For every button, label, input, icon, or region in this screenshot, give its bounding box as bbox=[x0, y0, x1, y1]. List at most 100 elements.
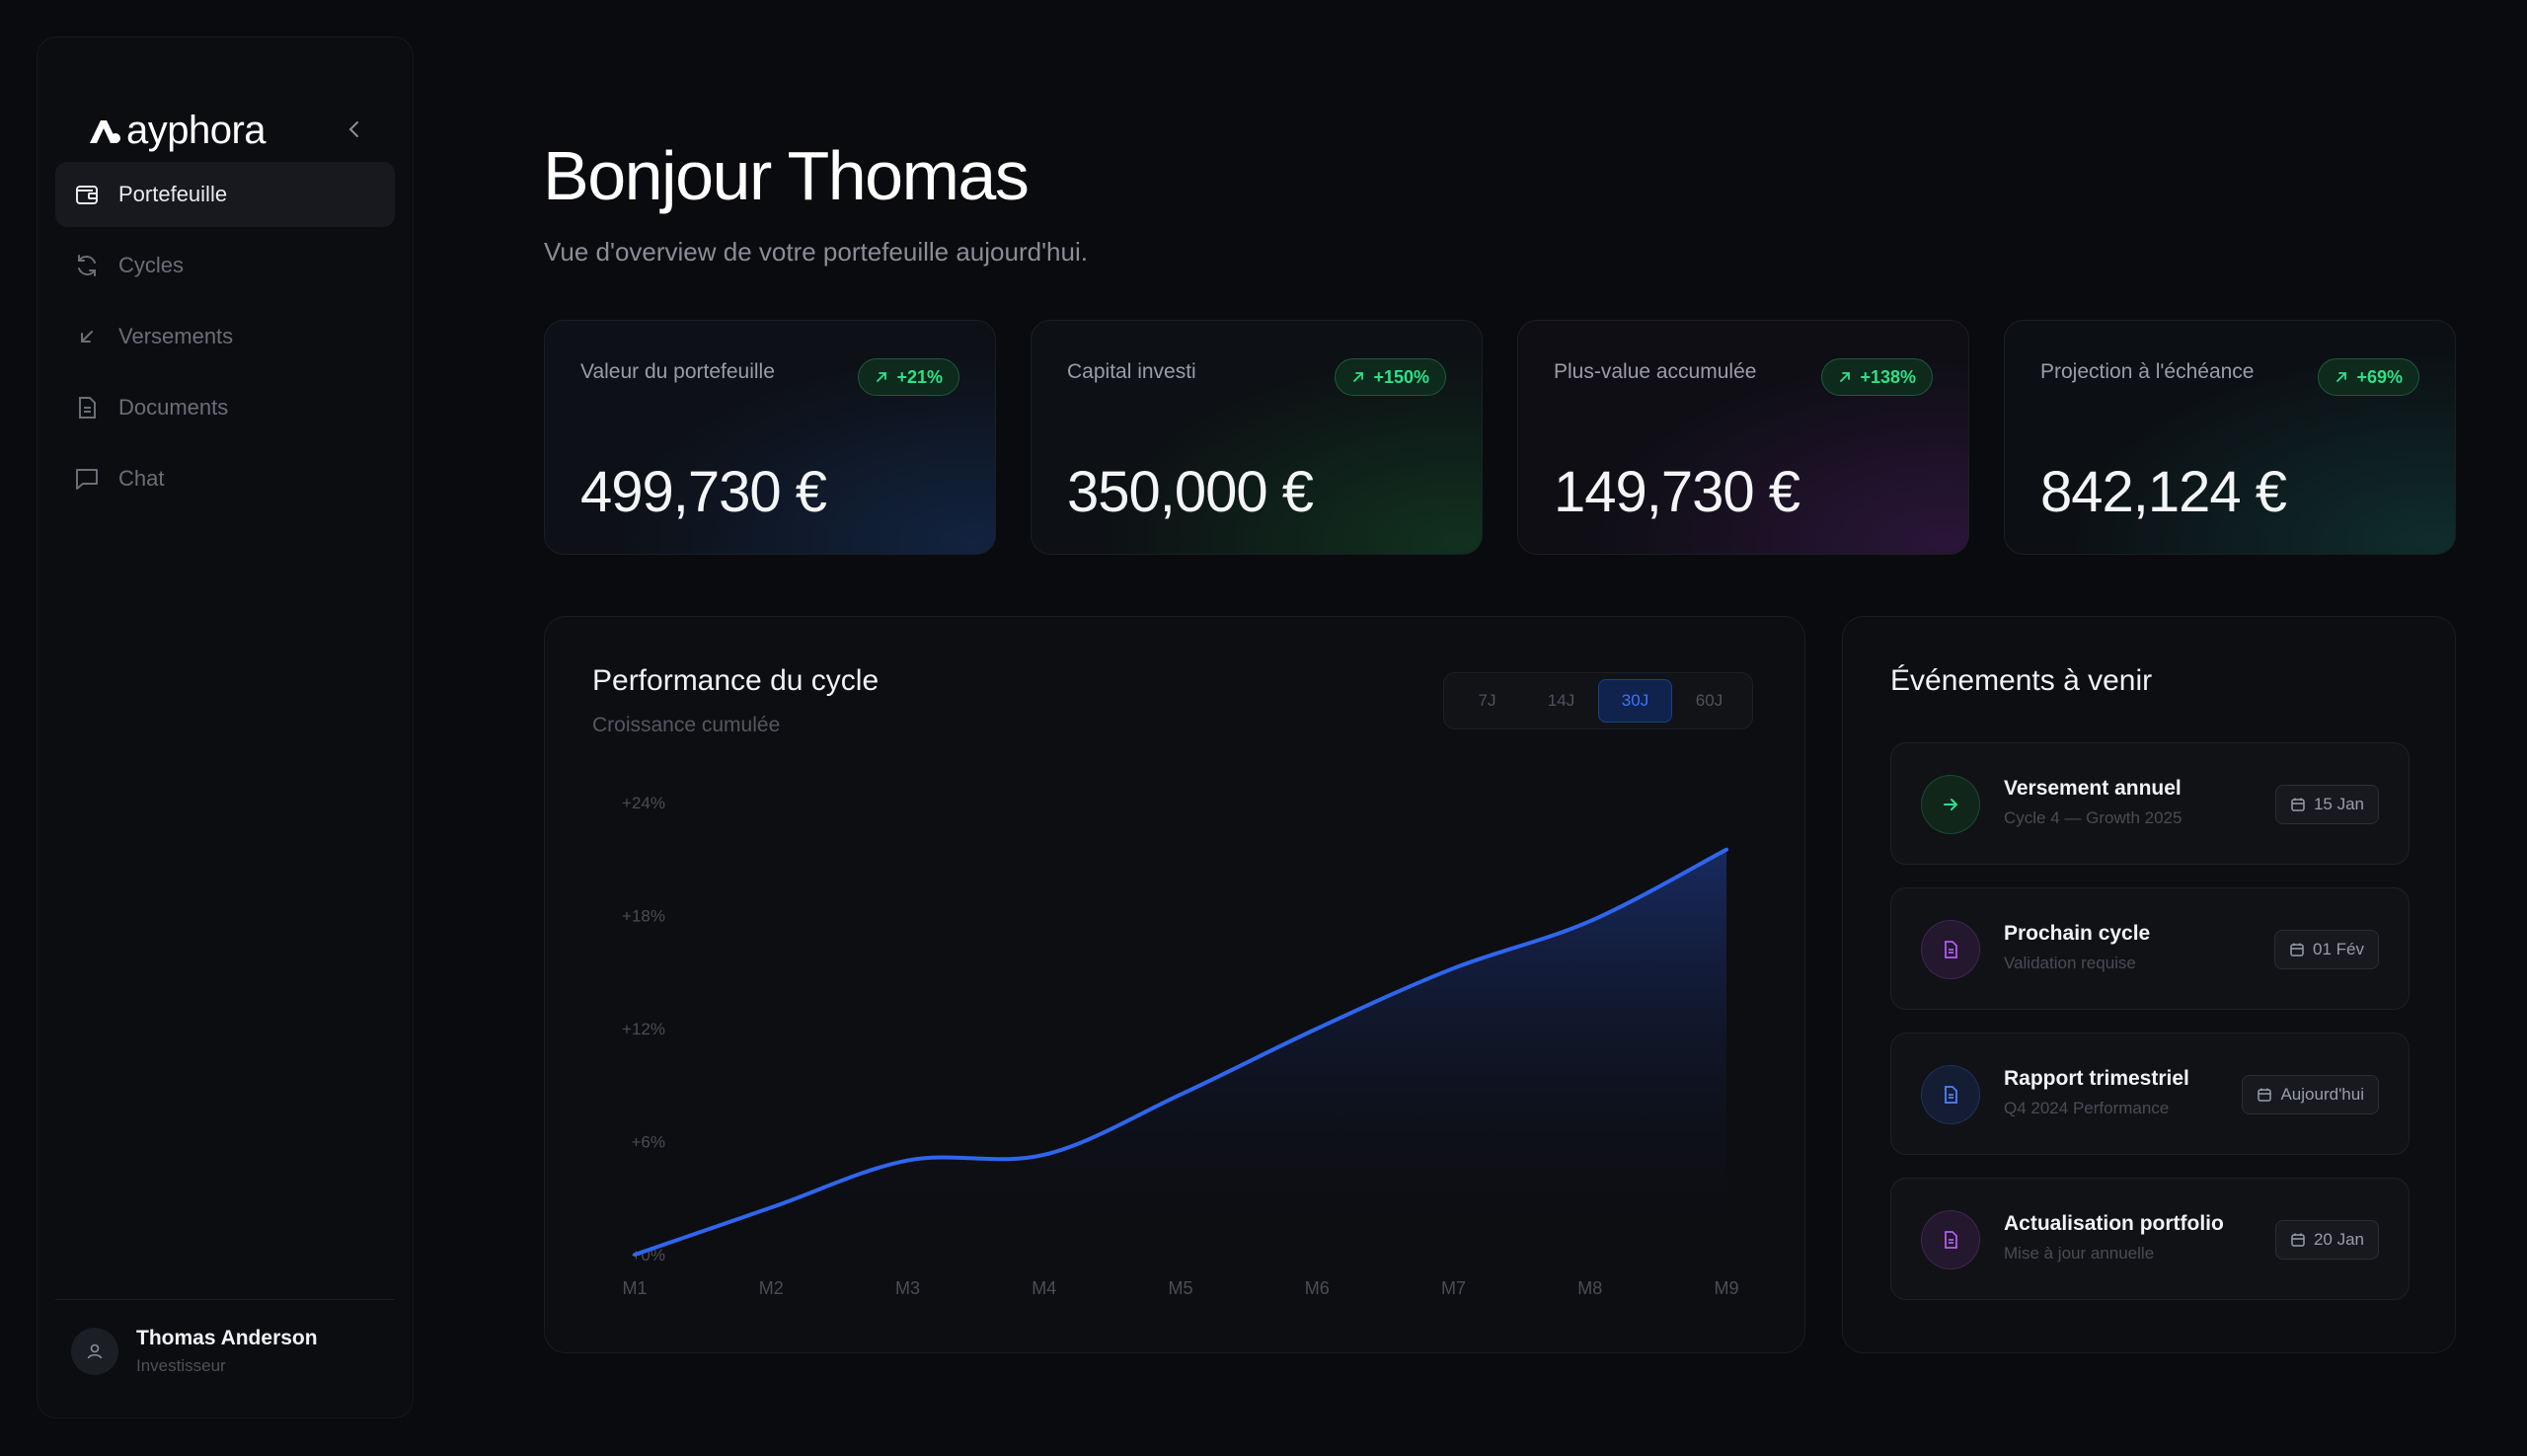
y-tick-label: +18% bbox=[622, 907, 665, 926]
wallet-icon bbox=[76, 186, 98, 204]
sidebar-item-label: Chat bbox=[118, 466, 165, 491]
event-date-badge: 01 Fév bbox=[2274, 930, 2379, 969]
x-tick-label: M5 bbox=[1168, 1278, 1192, 1298]
avatar bbox=[71, 1328, 118, 1375]
sidebar-item-versements[interactable]: Versements bbox=[55, 304, 395, 369]
arrow-up-right-icon bbox=[1840, 372, 1851, 382]
x-tick-label: M6 bbox=[1305, 1278, 1330, 1298]
stat-card-capital-gain: Plus-value accumulée +138% 149,730 € bbox=[1517, 320, 1969, 555]
chart-area bbox=[635, 849, 1726, 1255]
x-tick-label: M2 bbox=[759, 1278, 784, 1298]
calendar-icon bbox=[2291, 798, 2305, 811]
x-tick-label: M9 bbox=[1714, 1278, 1738, 1298]
performance-panel: +0% +6% +12% +18% +24% M1 M2 M3 M4 M5 M6 M7 M8 M9 Per… bbox=[544, 616, 1805, 1353]
document-icon bbox=[1921, 920, 1980, 979]
change-badge: +138% bbox=[1821, 358, 1933, 396]
document-icon bbox=[1921, 1065, 1980, 1124]
range-7j-button[interactable]: 7J bbox=[1478, 691, 1496, 710]
arrow-up-right-icon bbox=[1353, 372, 1364, 382]
stat-value: 499,730 € bbox=[580, 460, 827, 524]
event-item[interactable]: Rapport trimestriel Q4 2024 Performance … bbox=[1890, 1033, 2410, 1155]
event-item[interactable]: Versement annuel Cycle 4 — Growth 2025 1… bbox=[1890, 742, 2410, 865]
event-item[interactable]: Prochain cycle Validation requise 01 Fév bbox=[1890, 887, 2410, 1010]
y-tick-label: +6% bbox=[632, 1133, 666, 1152]
event-subtitle: Validation requise bbox=[2004, 954, 2136, 972]
page-subtitle: Vue d'overview de votre portefeuille auj… bbox=[544, 237, 1088, 267]
event-item[interactable]: Actualisation portfolio Mise à jour annu… bbox=[1890, 1178, 2410, 1300]
sidebar-item-portefeuille[interactable]: Portefeuille bbox=[55, 162, 395, 227]
change-badge: +150% bbox=[1335, 358, 1446, 396]
arrow-down-left-icon bbox=[81, 331, 93, 343]
user-name: Thomas Anderson bbox=[136, 1327, 318, 1349]
user-profile[interactable]: Thomas Anderson Investisseur bbox=[71, 1327, 318, 1376]
event-date: 20 Jan bbox=[2313, 1230, 2364, 1249]
sidebar-item-documents[interactable]: Documents bbox=[55, 375, 395, 440]
range-14j-button[interactable]: 14J bbox=[1547, 691, 1575, 710]
brand-logo[interactable]: ayphora bbox=[87, 109, 267, 153]
stat-value: 350,000 € bbox=[1067, 460, 1314, 524]
event-title: Prochain cycle bbox=[2004, 922, 2151, 945]
event-title: Actualisation portfolio bbox=[2004, 1212, 2224, 1235]
stat-value: 842,124 € bbox=[2040, 460, 2287, 524]
sidebar-item-label: Documents bbox=[118, 395, 229, 420]
y-tick-label: +24% bbox=[622, 794, 665, 812]
collapse-sidebar-button[interactable] bbox=[342, 116, 367, 142]
arrow-right-icon bbox=[1921, 775, 1980, 834]
stat-card-portfolio-value: Valeur du portefeuille +21% 499,730 € bbox=[544, 320, 996, 555]
change-badge: +69% bbox=[2318, 358, 2419, 396]
event-subtitle: Mise à jour annuelle bbox=[2004, 1244, 2155, 1263]
document-icon bbox=[79, 397, 96, 419]
document-icon bbox=[1921, 1210, 1980, 1269]
range-60j-button[interactable]: 60J bbox=[1695, 691, 1723, 710]
chart-line bbox=[633, 847, 1728, 1257]
calendar-icon bbox=[2290, 943, 2304, 957]
event-date-badge: 20 Jan bbox=[2274, 1220, 2379, 1260]
change-value: +138% bbox=[1860, 366, 1916, 387]
stat-label: Capital investi bbox=[1067, 360, 1196, 383]
event-title: Rapport trimestriel bbox=[2004, 1067, 2189, 1090]
performance-chart: +0%+6%+12%+18%+24%M1 M2 M3 M4 M5 M6 M7 M8 M9 bbox=[622, 794, 1738, 1298]
x-tick-label: M1 bbox=[622, 1278, 647, 1298]
brand-name: ayphora bbox=[126, 109, 267, 152]
stat-label: Valeur du portefeuille bbox=[580, 360, 775, 383]
sidebar-item-label: Cycles bbox=[118, 253, 185, 277]
sidebar-item-cycles[interactable]: Cycles bbox=[55, 233, 395, 298]
chat-icon bbox=[76, 469, 98, 490]
change-value: +150% bbox=[1373, 366, 1429, 387]
chevron-left-icon bbox=[348, 121, 358, 137]
user-role: Investisseur bbox=[136, 1356, 226, 1375]
sidebar: ayphora Portefeuille Cycles Versements D… bbox=[37, 37, 414, 1418]
page-title: Bonjour Thomas bbox=[543, 137, 1030, 214]
range-selector: 7J 14J 30J 60J bbox=[1443, 672, 1753, 729]
sidebar-divider bbox=[55, 1299, 395, 1300]
arrow-up-right-icon bbox=[877, 372, 887, 382]
calendar-icon bbox=[2291, 1233, 2305, 1247]
change-value: +21% bbox=[896, 366, 943, 387]
stat-value: 149,730 € bbox=[1554, 460, 1800, 524]
event-date: Aujourd'hui bbox=[2280, 1085, 2364, 1104]
performance-title: Performance du cycle bbox=[592, 664, 880, 697]
stat-label: Projection à l'échéance bbox=[2040, 360, 2255, 383]
arrow-up-right-icon bbox=[2336, 372, 2347, 382]
sidebar-item-label: Versements bbox=[118, 324, 234, 348]
sidebar-item-label: Portefeuille bbox=[118, 182, 228, 206]
refresh-icon bbox=[78, 255, 96, 276]
x-tick-label: M3 bbox=[895, 1278, 920, 1298]
event-date-badge: Aujourd'hui bbox=[2242, 1075, 2379, 1114]
event-title: Versement annuel bbox=[2004, 777, 2182, 800]
range-30j-button[interactable]: 30J bbox=[1598, 679, 1673, 723]
performance-subtitle: Croissance cumulée bbox=[592, 714, 781, 736]
event-subtitle: Q4 2024 Performance bbox=[2004, 1099, 2170, 1117]
stat-card-invested-capital: Capital investi +150% 350,000 € bbox=[1031, 320, 1483, 555]
event-date: 15 Jan bbox=[2313, 795, 2364, 813]
stat-label: Plus-value accumulée bbox=[1554, 360, 1757, 383]
user-icon bbox=[87, 1343, 103, 1359]
sidebar-nav: Portefeuille Cycles Versements Documents… bbox=[55, 162, 395, 517]
logo-icon bbox=[90, 119, 120, 143]
change-value: +69% bbox=[2356, 366, 2403, 387]
sidebar-item-chat[interactable]: Chat bbox=[55, 446, 395, 511]
events-title: Événements à venir bbox=[1890, 664, 2153, 697]
event-date-badge: 15 Jan bbox=[2274, 785, 2379, 824]
event-subtitle: Cycle 4 — Growth 2025 bbox=[2004, 808, 2182, 827]
stat-card-projection: Projection à l'échéance +69% 842,124 € bbox=[2004, 320, 2456, 555]
